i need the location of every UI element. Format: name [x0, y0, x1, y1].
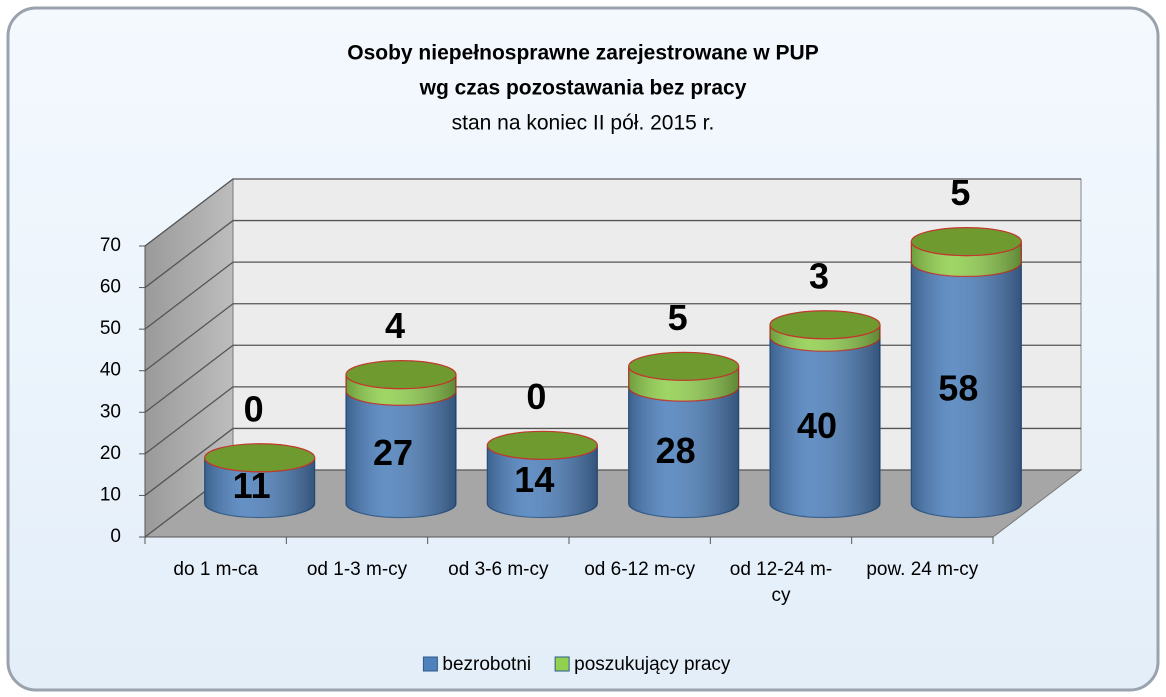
x-tick-label: do 1 m-ca	[173, 559, 258, 580]
grid-line	[144, 303, 1081, 372]
cylinder-top	[769, 310, 881, 340]
cylinder-shade	[346, 391, 456, 518]
cylinder-top	[486, 430, 598, 460]
cylinder-shade	[204, 457, 315, 518]
chart-subtitle: stan na koniec II pół. 2015 r.	[452, 112, 715, 135]
value-label: 58	[938, 367, 978, 408]
chart-title: wg czas pozostawania bez pracy	[419, 77, 747, 100]
y-tick-label: 30	[100, 401, 121, 422]
value-label: 4	[385, 305, 405, 346]
cylinder-shade	[911, 262, 1022, 518]
value-label: 0	[526, 376, 546, 417]
y-tick-label: 20	[100, 443, 121, 464]
cylinder-shade	[770, 337, 880, 518]
y-tick-label: 40	[100, 360, 121, 381]
legend-label: poszukujący pracy	[574, 654, 731, 675]
y-tick-label: 0	[110, 526, 121, 547]
cylinder-segment	[628, 387, 740, 519]
y-tick-label: 10	[100, 484, 121, 505]
chart-title: Osoby niepełnosprawne zarejestrowane w P…	[347, 42, 818, 65]
value-label: 3	[809, 255, 829, 296]
grid-line	[144, 219, 1081, 289]
value-label: 40	[797, 405, 837, 446]
cylinder-segment	[486, 445, 598, 519]
legend-swatch	[422, 656, 438, 672]
cylinder-segment	[910, 262, 1022, 518]
x-tick-label: od 1-3 m-cy	[306, 559, 408, 580]
y-tick-label: 60	[100, 277, 121, 298]
cylinder-top	[204, 443, 316, 473]
value-label: 28	[656, 430, 696, 471]
cylinder-shade	[770, 324, 880, 352]
y-tick-label: 70	[100, 235, 121, 256]
cylinder-top	[628, 351, 740, 381]
x-tick-label: od 12-24 m-cy	[729, 559, 833, 606]
cylinder-shade	[487, 445, 598, 518]
value-label: 5	[668, 297, 688, 338]
value-label: 0	[244, 388, 264, 429]
cylinder-top	[910, 227, 1022, 257]
value-label: 5	[950, 172, 970, 213]
cylinder-shade	[911, 241, 1022, 277]
x-tick-label: pow. 24 m-cy	[866, 559, 979, 580]
cylinder-segment	[769, 337, 881, 519]
x-tick-label: od 6-12 m-cy	[584, 559, 696, 580]
value-label: 27	[373, 432, 413, 473]
cylinder-top	[345, 360, 457, 390]
y-tick-label: 50	[100, 318, 121, 339]
grid-line	[144, 178, 1081, 247]
grid-line	[144, 261, 1081, 330]
legend-swatch	[554, 656, 570, 672]
legend-label: bezrobotni	[442, 654, 531, 675]
cylinder-shade	[628, 366, 739, 402]
cylinder-segment	[204, 457, 316, 519]
value-label: 14	[514, 459, 554, 500]
cylinder-shade	[628, 387, 739, 518]
x-tick-label: od 3-6 m-cy	[448, 559, 549, 580]
cylinder-shade	[346, 374, 456, 406]
